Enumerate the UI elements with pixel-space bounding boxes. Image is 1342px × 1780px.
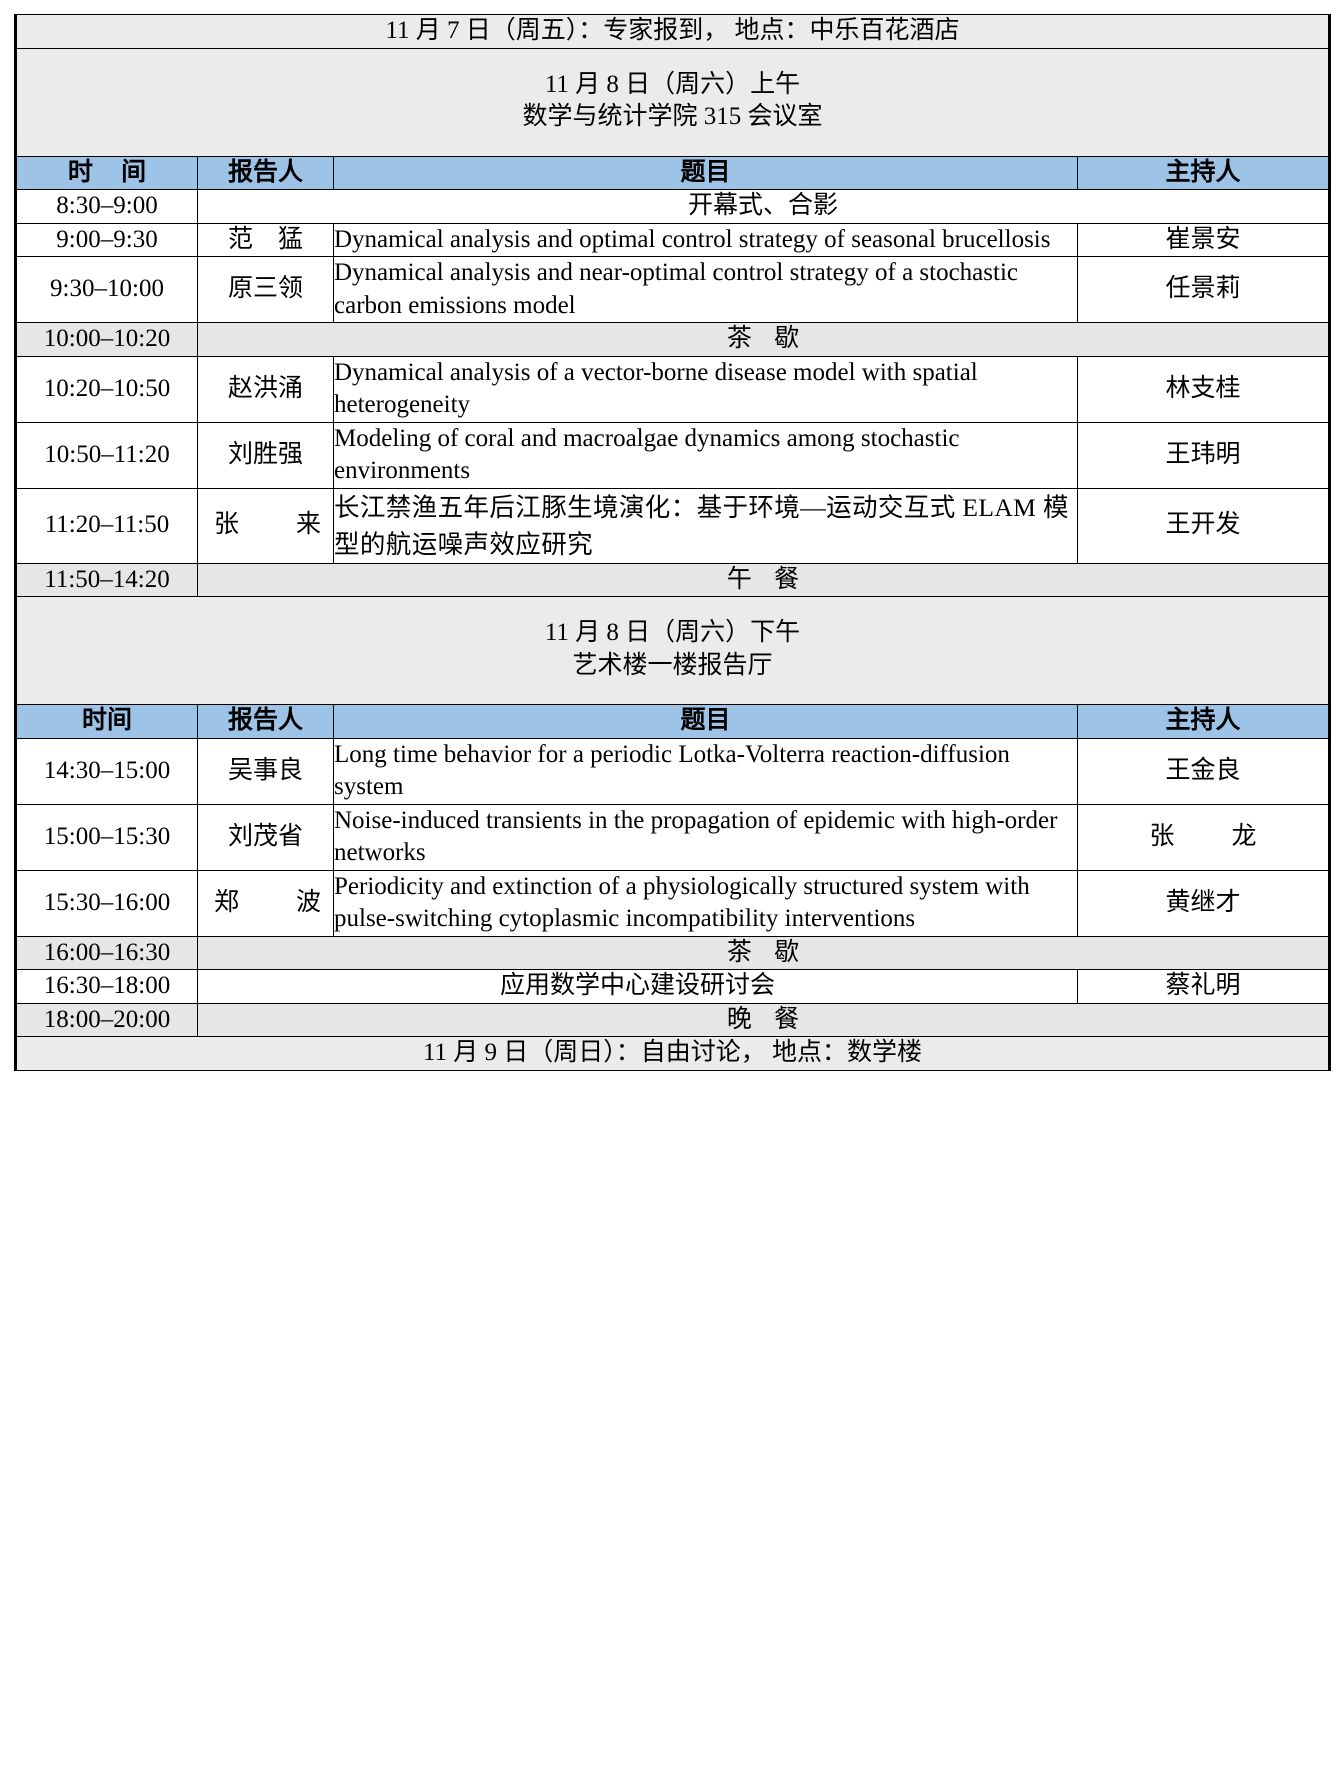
table-row-break: 16:00–16:30 茶 歇 <box>14 935 1332 971</box>
column-header-chair: 主持人 <box>1076 155 1332 190</box>
cell-speaker: 刘茂省 <box>197 803 334 871</box>
banner-day2-am-line2: 数学与统计学院 315 会议室 <box>522 103 823 130</box>
column-header-chair: 主持人 <box>1076 704 1332 739</box>
table-row: 15:00–15:30 刘茂省 Noise-induced transients… <box>14 803 1332 871</box>
cell-speaker: 范 猛 <box>197 222 334 257</box>
cell-speaker: 原三领 <box>197 256 334 323</box>
banner-day2-pm-line1: 11 月 8 日（周六）下午 <box>544 619 801 647</box>
cell-time: 10:50–11:20 <box>14 421 198 489</box>
banner-day2-pm-line2: 艺术楼一楼报告厅 <box>572 651 773 679</box>
banner-row-day3: 11 月 9 日（周日）：自由讨论， 地点：数学楼 <box>13 1036 1332 1071</box>
cell-speaker: 张 来 <box>197 487 334 564</box>
cell-title: Dynamical analysis and optimal control s… <box>333 222 1078 257</box>
banner-day2-am-line1: 11 月 8 日（周六）上午 <box>544 70 801 98</box>
table-row: 9:00–9:30 范 猛 Dynamical analysis and opt… <box>14 222 1332 257</box>
table-row-break: 10:00–10:20 茶 歇 <box>14 322 1332 357</box>
cell-break-label: 茶 歇 <box>196 322 1332 357</box>
cell-chair: 蔡礼明 <box>1076 969 1332 1004</box>
cell-time: 15:00–15:30 <box>14 803 198 871</box>
cell-merged-title: 应用数学中心建设研讨会 <box>197 969 1078 1004</box>
table-row: 8:30–9:00 开幕式、合影 <box>14 189 1332 224</box>
cell-break-label: 茶 歇 <box>196 935 1332 971</box>
column-header-time: 时 间 <box>14 155 198 190</box>
cell-speaker: 吴事良 <box>197 737 334 805</box>
table-row-break: 11:50–14:20 午 餐 <box>14 562 1332 598</box>
cell-time: 10:00–10:20 <box>14 322 198 357</box>
cell-speaker: 郑 波 <box>197 869 334 937</box>
banner-day2-am: 11 月 8 日（周六）上午 数学与统计学院 315 会议室 <box>13 47 1332 157</box>
cell-chair: 林支桂 <box>1076 355 1332 423</box>
cell-time: 14:30–15:00 <box>14 737 198 805</box>
table-row: 16:30–18:00 应用数学中心建设研讨会 蔡礼明 <box>14 969 1332 1004</box>
cell-chair: 崔景安 <box>1076 222 1332 257</box>
column-header-title: 题目 <box>333 155 1078 190</box>
schedule-body: 11 月 7 日（周五）：专家报到， 地点：中乐百花酒店 11 月 8 日（周六… <box>13 14 1332 1071</box>
cell-time: 8:30–9:00 <box>14 189 198 224</box>
cell-title: Periodicity and extinction of a physiolo… <box>333 869 1078 937</box>
cell-title: Long time behavior for a periodic Lotka-… <box>333 737 1078 805</box>
cell-break-label: 午 餐 <box>196 562 1332 598</box>
column-header-time: 时间 <box>14 704 198 739</box>
cell-time: 9:30–10:00 <box>14 256 198 323</box>
cell-time: 18:00–20:00 <box>14 1002 198 1038</box>
column-header-title: 题目 <box>333 704 1078 739</box>
column-header-speaker: 报告人 <box>197 155 334 190</box>
cell-chair: 王金良 <box>1076 737 1332 805</box>
banner-day2-pm: 11 月 8 日（周六）下午 艺术楼一楼报告厅 <box>13 596 1332 706</box>
table-row: 15:30–16:00 郑 波 Periodicity and extincti… <box>14 869 1332 937</box>
cell-title: Dynamical analysis of a vector-borne dis… <box>333 355 1078 423</box>
cell-chair: 张 龙 <box>1076 803 1332 871</box>
banner-day3: 11 月 9 日（周日）：自由讨论， 地点：数学楼 <box>13 1036 1332 1071</box>
table-row: 10:20–10:50 赵洪涌 Dynamical analysis of a … <box>14 355 1332 423</box>
cell-speaker: 刘胜强 <box>197 421 334 489</box>
column-header-row-morning: 时 间 报告人 题目 主持人 <box>14 155 1332 190</box>
table-row: 14:30–15:00 吴事良 Long time behavior for a… <box>14 737 1332 805</box>
table-row-break: 18:00–20:00 晚 餐 <box>14 1002 1332 1038</box>
cell-chair: 黄继才 <box>1076 869 1332 937</box>
banner-day1: 11 月 7 日（周五）：专家报到， 地点：中乐百花酒店 <box>13 14 1332 49</box>
cell-time: 15:30–16:00 <box>14 869 198 937</box>
cell-time: 11:20–11:50 <box>14 487 198 564</box>
cell-time: 9:00–9:30 <box>14 222 198 257</box>
cell-title: Dynamical analysis and near-optimal cont… <box>333 256 1078 323</box>
column-header-row-afternoon: 时间 报告人 题目 主持人 <box>14 704 1332 739</box>
cell-time: 16:30–18:00 <box>14 969 198 1004</box>
banner-row-day2-am: 11 月 8 日（周六）上午 数学与统计学院 315 会议室 <box>13 47 1332 157</box>
column-header-speaker: 报告人 <box>197 704 334 739</box>
cell-break-label: 晚 餐 <box>196 1002 1332 1038</box>
cell-speaker: 赵洪涌 <box>197 355 334 423</box>
cell-time: 10:20–10:50 <box>14 355 198 423</box>
cell-time: 11:50–14:20 <box>14 562 198 598</box>
cell-chair: 王玮明 <box>1076 421 1332 489</box>
cell-chair: 任景莉 <box>1076 256 1332 323</box>
conference-schedule-table: 11 月 7 日（周五）：专家报到， 地点：中乐百花酒店 11 月 8 日（周六… <box>13 14 1332 1071</box>
cell-title: Noise-induced transients in the propagat… <box>333 803 1078 871</box>
table-row: 11:20–11:50 张 来 长江禁渔五年后江豚生境演化：基于环境—运动交互式… <box>14 487 1332 564</box>
table-row: 10:50–11:20 刘胜强 Modeling of coral and ma… <box>14 421 1332 489</box>
cell-merged-title: 开幕式、合影 <box>196 189 1332 224</box>
banner-row-day2-pm: 11 月 8 日（周六）下午 艺术楼一楼报告厅 <box>13 596 1332 706</box>
cell-chair: 王开发 <box>1076 487 1332 564</box>
cell-title: Modeling of coral and macroalgae dynamic… <box>333 421 1078 489</box>
table-row: 9:30–10:00 原三领 Dynamical analysis and ne… <box>14 256 1332 323</box>
cell-title: 长江禁渔五年后江豚生境演化：基于环境—运动交互式 ELAM 模型的航运噪声效应研… <box>333 487 1078 564</box>
cell-time: 16:00–16:30 <box>14 935 198 971</box>
banner-row-day1: 11 月 7 日（周五）：专家报到， 地点：中乐百花酒店 <box>13 14 1332 49</box>
